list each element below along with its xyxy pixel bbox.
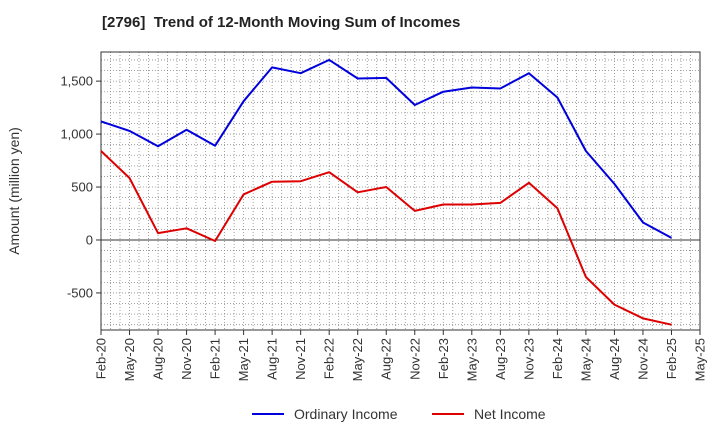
x-tick-label: Aug-21 xyxy=(265,338,280,380)
x-tick-label: Aug-20 xyxy=(151,338,166,380)
x-tick-label: May-22 xyxy=(350,338,365,381)
x-tick-label: May-23 xyxy=(464,338,479,381)
legend: Ordinary Income Net Income xyxy=(252,406,546,422)
x-tick-label: Feb-25 xyxy=(664,338,679,379)
ordinary-income-legend-label: Ordinary Income xyxy=(294,406,398,422)
chart-title: [2796] Trend of 12-Month Moving Sum of I… xyxy=(102,14,461,31)
x-tick-label: Feb-20 xyxy=(94,338,109,379)
x-tick-label: May-21 xyxy=(236,338,251,381)
x-tick-label: Feb-24 xyxy=(550,338,565,379)
y-tick-label: 1,000 xyxy=(60,127,93,142)
x-tick-label: Nov-20 xyxy=(179,338,194,380)
grid-lines xyxy=(100,52,701,330)
net-income-line xyxy=(100,150,672,326)
x-tick-label: May-25 xyxy=(693,338,708,381)
x-tick-label: Aug-23 xyxy=(493,338,508,380)
x-tick-label: May-20 xyxy=(122,338,137,381)
y-tick-label: 0 xyxy=(86,232,93,247)
plot-frame xyxy=(100,51,701,331)
x-tick-label: Nov-22 xyxy=(407,338,422,380)
x-tick-label: Feb-23 xyxy=(436,338,451,379)
x-tick-label: May-24 xyxy=(578,338,593,381)
x-tick-label: Aug-24 xyxy=(607,338,622,380)
y-tick-label: 1,500 xyxy=(60,74,93,89)
x-axis-ticks: Feb-20 May-20 Aug-20 Nov-20 Feb-21 May-21 Aug-… xyxy=(94,330,708,381)
x-tick-label: Nov-24 xyxy=(635,338,650,380)
x-tick-label: Feb-21 xyxy=(208,338,223,379)
x-tick-label: Nov-21 xyxy=(293,338,308,380)
y-tick-label: 500 xyxy=(71,180,93,195)
y-tick-label: -500 xyxy=(67,285,93,300)
x-tick-label: Nov-23 xyxy=(521,338,536,380)
ordinary-income-line xyxy=(100,58,672,239)
y-axis-label: Amount (million yen) xyxy=(6,127,22,255)
x-tick-label: Aug-22 xyxy=(379,338,394,380)
net-income-legend-label: Net Income xyxy=(474,406,546,422)
series-lines xyxy=(100,58,672,326)
x-tick-label: Feb-22 xyxy=(322,338,337,379)
y-axis-ticks: -500 0 500 1,000 1,500 xyxy=(60,74,101,300)
